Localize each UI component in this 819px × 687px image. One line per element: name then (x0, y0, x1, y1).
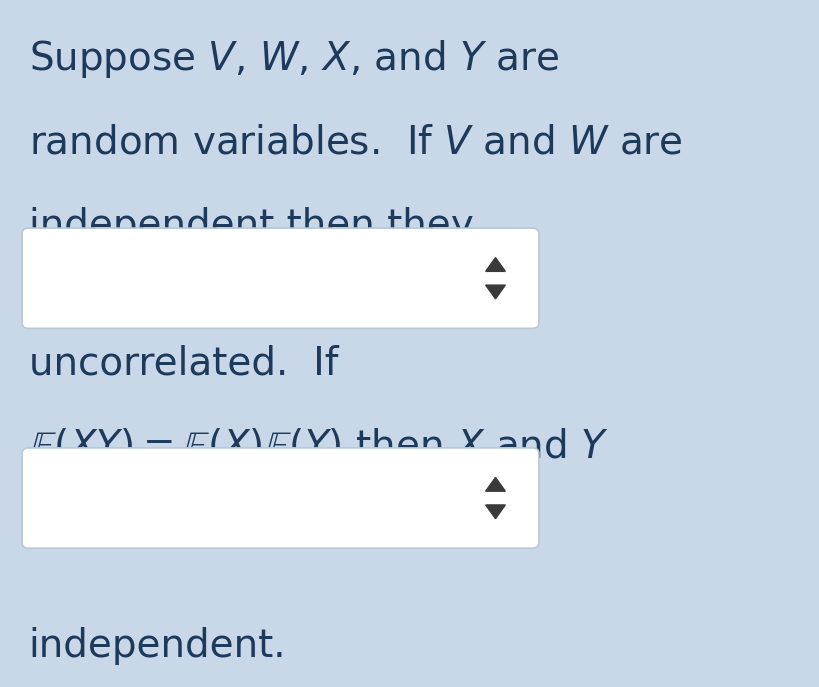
Polygon shape (486, 477, 505, 491)
Text: independent.: independent. (29, 627, 287, 664)
Text: $\mathbb{E}(XY) = \mathbb{E}(X)\mathbb{E}(Y)$ then $X$ and $Y$: $\mathbb{E}(XY) = \mathbb{E}(X)\mathbb{E… (29, 427, 609, 466)
Polygon shape (486, 258, 505, 271)
FancyBboxPatch shape (22, 228, 539, 328)
Text: random variables.  If $V$ and $W$ are: random variables. If $V$ and $W$ are (29, 124, 682, 161)
Text: independent then they: independent then they (29, 207, 473, 245)
Text: uncorrelated.  If: uncorrelated. If (29, 345, 338, 383)
Polygon shape (486, 505, 505, 519)
FancyBboxPatch shape (22, 448, 539, 548)
Text: Suppose $V$, $W$, $X$, and $Y$ are: Suppose $V$, $W$, $X$, and $Y$ are (29, 38, 559, 80)
Polygon shape (486, 285, 505, 299)
